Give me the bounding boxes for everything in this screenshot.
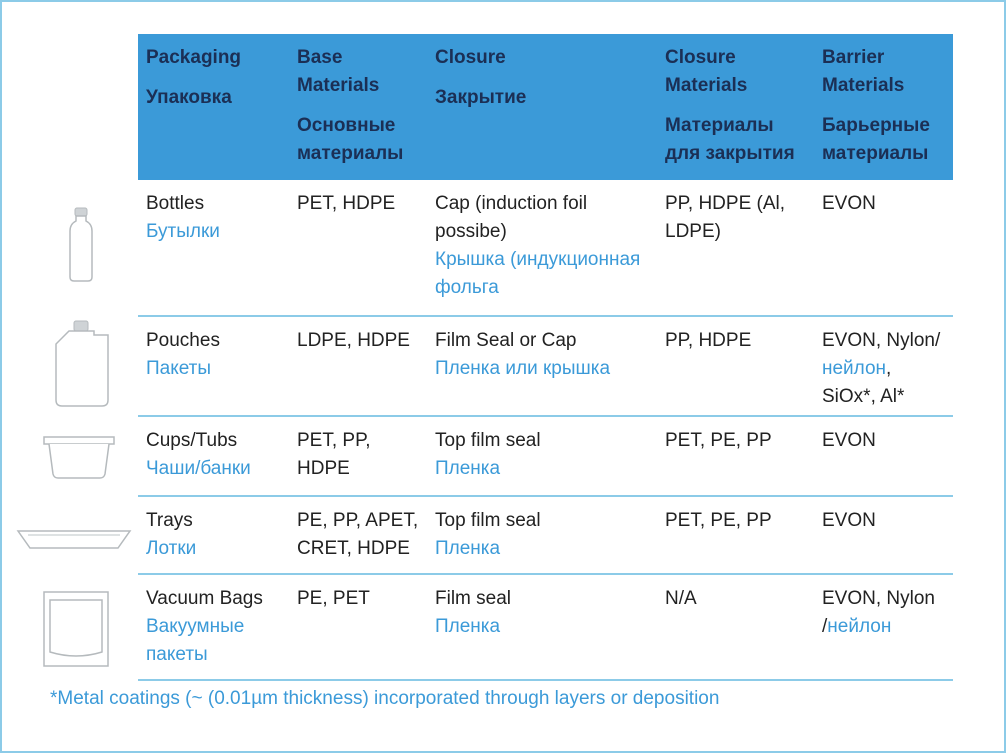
cup-icon	[43, 436, 115, 479]
table-row: Trays Лотки PE, PP, APET, CRET, HDPE Top …	[138, 496, 953, 575]
packaging-cell: Vacuum Bags Вакуумные пакеты	[138, 574, 289, 681]
footnote: *Metal coatings (~ (0.01µm thickness) in…	[50, 688, 720, 709]
closure-cell: Top film seal Пленка	[427, 416, 657, 497]
header-en: Base Materials	[297, 47, 380, 96]
closure-cell: Film Seal or Cap Пленка или крышка	[427, 316, 657, 417]
packaging-cell: Bottles Бутылки	[138, 180, 289, 317]
header-en: Barrier Materials	[822, 47, 905, 96]
barrier-materials-cell: EVON	[814, 416, 953, 497]
pouch-icon	[55, 320, 109, 407]
packaging-cell: Cups/Tubs Чаши/банки	[138, 416, 289, 497]
closure-cell: Film seal Пленка	[427, 574, 657, 681]
base-materials-cell: PET, PP, HDPE	[289, 416, 427, 497]
packaging-cell: Pouches Пакеты	[138, 316, 289, 417]
header-ru: Закрытие	[435, 87, 527, 108]
closure-materials-cell: PET, PE, PP	[657, 496, 814, 575]
barrier-materials-cell: EVON	[814, 180, 953, 317]
closure-materials-cell: PP, HDPE	[657, 316, 814, 417]
header-barrier-materials: Barrier Materials Барьерные материалы	[814, 34, 953, 180]
header-closure-materials: Closure Materials Материалы для закрытия	[657, 34, 814, 180]
header-ru: Основные материалы	[297, 115, 404, 164]
table-header-row: Packaging Упаковка Base Materials Основн…	[138, 34, 953, 180]
base-materials-cell: PE, PET	[289, 574, 427, 681]
header-en: Packaging	[146, 47, 242, 68]
bottle-icon	[69, 207, 93, 282]
barrier-materials-cell: EVON, Nylon /нейлон	[814, 574, 953, 681]
barrier-materials-cell: EVON, Nylon/нейлон, SiOx*, Al*	[814, 316, 953, 417]
header-packaging: Packaging Упаковка	[138, 34, 289, 180]
header-ru: Барьерные материалы	[822, 115, 930, 164]
vacuum-bag-icon	[43, 591, 109, 667]
header-en: Closure Materials	[665, 47, 748, 96]
header-en: Closure	[435, 47, 506, 68]
header-ru: Упаковка	[146, 87, 232, 108]
base-materials-cell: LDPE, HDPE	[289, 316, 427, 417]
table-row: Pouches Пакеты LDPE, HDPE Film Seal or Ca…	[138, 316, 953, 417]
base-materials-cell: PE, PP, APET, CRET, HDPE	[289, 496, 427, 575]
closure-cell: Cap (induction foil possibe) Крышка (инду…	[427, 180, 657, 317]
barrier-materials-cell: EVON	[814, 496, 953, 575]
tray-icon	[16, 530, 132, 549]
packaging-cell: Trays Лотки	[138, 496, 289, 575]
table-row: Bottles Бутылки PET, HDPE Cap (induction …	[138, 180, 953, 317]
table-row: Vacuum Bags Вакуумные пакеты PE, PET Film…	[138, 574, 953, 681]
header-closure: Closure Закрытие	[427, 34, 657, 180]
base-materials-cell: PET, HDPE	[289, 180, 427, 317]
packaging-table: Packaging Упаковка Base Materials Основн…	[138, 34, 953, 681]
header-ru: Материалы для закрытия	[665, 115, 795, 164]
closure-cell: Top film seal Пленка	[427, 496, 657, 575]
closure-materials-cell: PP, HDPE (Al, LDPE)	[657, 180, 814, 317]
closure-materials-cell: PET, PE, PP	[657, 416, 814, 497]
header-base-materials: Base Materials Основные материалы	[289, 34, 427, 180]
closure-materials-cell: N/A	[657, 574, 814, 681]
table-row: Cups/Tubs Чаши/банки PET, PP, HDPE Top fi…	[138, 416, 953, 497]
